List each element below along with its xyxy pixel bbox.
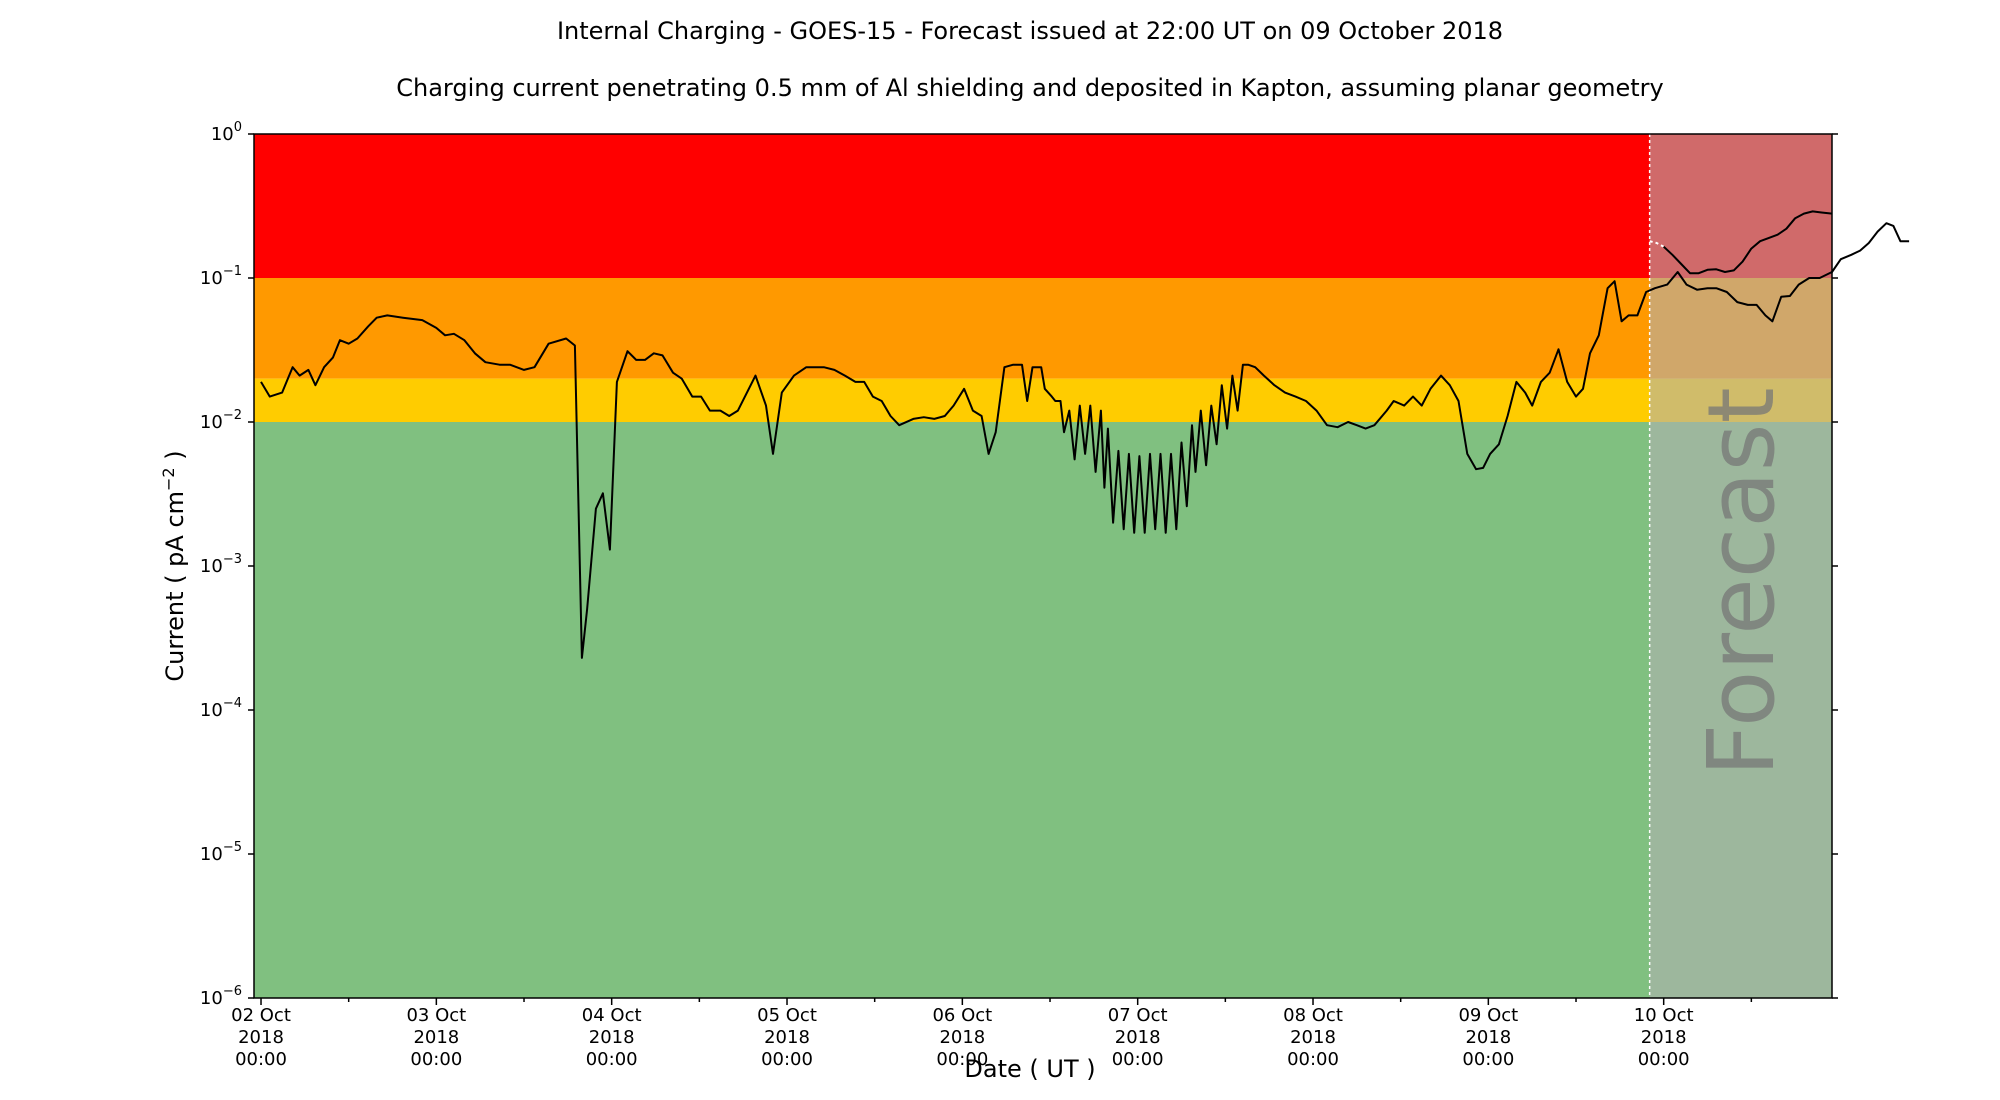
y-tick-label: 10−2 xyxy=(200,408,242,433)
x-tick-label: 03 Oct 2018 00:00 xyxy=(406,1005,466,1070)
x-axis-label: Date ( UT ) xyxy=(964,1055,1095,1083)
x-tick-label: 02 Oct 2018 00:00 xyxy=(231,1005,291,1070)
data-series xyxy=(260,210,1910,659)
forecast-shade xyxy=(1649,134,1832,998)
chart-subtitle: Charging current penetrating 0.5 mm of A… xyxy=(396,74,1664,102)
series-line-1 xyxy=(1649,240,1665,248)
forecast-label: Forecast xyxy=(1688,387,1795,776)
band-yellow xyxy=(254,378,1832,422)
x-tick-label: 05 Oct 2018 00:00 xyxy=(757,1005,817,1070)
x-tick-label: 04 Oct 2018 00:00 xyxy=(582,1005,642,1070)
y-axis-label-main: Current ( pA cm xyxy=(161,491,189,682)
band-orange xyxy=(254,278,1832,379)
forecast-overlay xyxy=(1648,134,1832,998)
y-tick-label: 100 xyxy=(211,120,242,145)
y-tick-label: 10−5 xyxy=(200,840,242,865)
series-line-2 xyxy=(1663,210,1833,275)
y-tick-label: 10−3 xyxy=(200,552,242,577)
x-tick-label: 09 Oct 2018 00:00 xyxy=(1458,1005,1518,1070)
x-tick-label: 07 Oct 2018 00:00 xyxy=(1108,1005,1168,1070)
y-axis-label: Current ( pA cm−2 ) xyxy=(159,450,189,681)
band-red xyxy=(254,134,1832,278)
x-tick-label: 06 Oct 2018 00:00 xyxy=(932,1005,992,1070)
x-tick-label: 08 Oct 2018 00:00 xyxy=(1283,1005,1343,1070)
axes: 100 10−1 10−2 10−3 10−4 10−5 10−602 Oct 2018 00:… xyxy=(200,120,1838,1070)
y-axis-label-exponent: −2 xyxy=(159,467,178,491)
series-line-0 xyxy=(260,222,1910,659)
y-tick-label: 10−4 xyxy=(200,696,242,721)
x-tick-label: 10 Oct 2018 00:00 xyxy=(1634,1005,1694,1070)
y-axis-label-end: ) xyxy=(161,450,189,467)
band-green xyxy=(254,422,1832,998)
risk-level-bands xyxy=(254,134,1832,998)
y-tick-label: 10−6 xyxy=(200,984,242,1009)
y-tick-label: 10−1 xyxy=(200,264,242,289)
chart-title: Internal Charging - GOES-15 - Forecast i… xyxy=(557,17,1503,45)
